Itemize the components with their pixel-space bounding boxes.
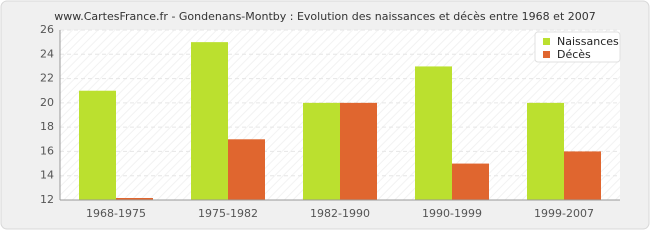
bar — [116, 198, 153, 200]
legend-text: Décès — [557, 48, 591, 61]
y-tick-label: 20 — [40, 96, 54, 109]
bar — [228, 139, 265, 200]
x-tick-label: 1999-2007 — [534, 207, 594, 220]
chart-title: www.CartesFrance.fr - Gondenans-Montby :… — [54, 10, 596, 23]
legend-box — [534, 31, 621, 63]
y-tick-label: 14 — [40, 169, 54, 182]
bar — [191, 42, 228, 201]
legend-swatch — [543, 38, 550, 45]
legend-swatch — [543, 51, 550, 58]
bar — [415, 66, 452, 200]
chart: www.CartesFrance.fr - Gondenans-Montby :… — [0, 0, 650, 230]
y-tick-label: 26 — [40, 23, 54, 36]
y-tick-label: 16 — [40, 144, 54, 157]
bar — [452, 163, 489, 200]
bar — [340, 102, 377, 200]
bar — [79, 90, 116, 200]
bar — [527, 102, 564, 200]
x-tick-label: 1975-1982 — [198, 207, 258, 220]
x-tick-label: 1982-1990 — [310, 207, 370, 220]
y-tick-label: 22 — [40, 72, 54, 85]
bar — [564, 151, 601, 200]
x-tick-label: 1990-1999 — [422, 207, 482, 220]
bar — [303, 102, 340, 200]
y-tick-label: 24 — [40, 47, 54, 60]
x-tick-label: 1968-1975 — [86, 207, 146, 220]
legend-text: Naissances — [557, 35, 619, 48]
y-tick-label: 18 — [40, 120, 54, 133]
y-tick-label: 12 — [40, 193, 54, 206]
